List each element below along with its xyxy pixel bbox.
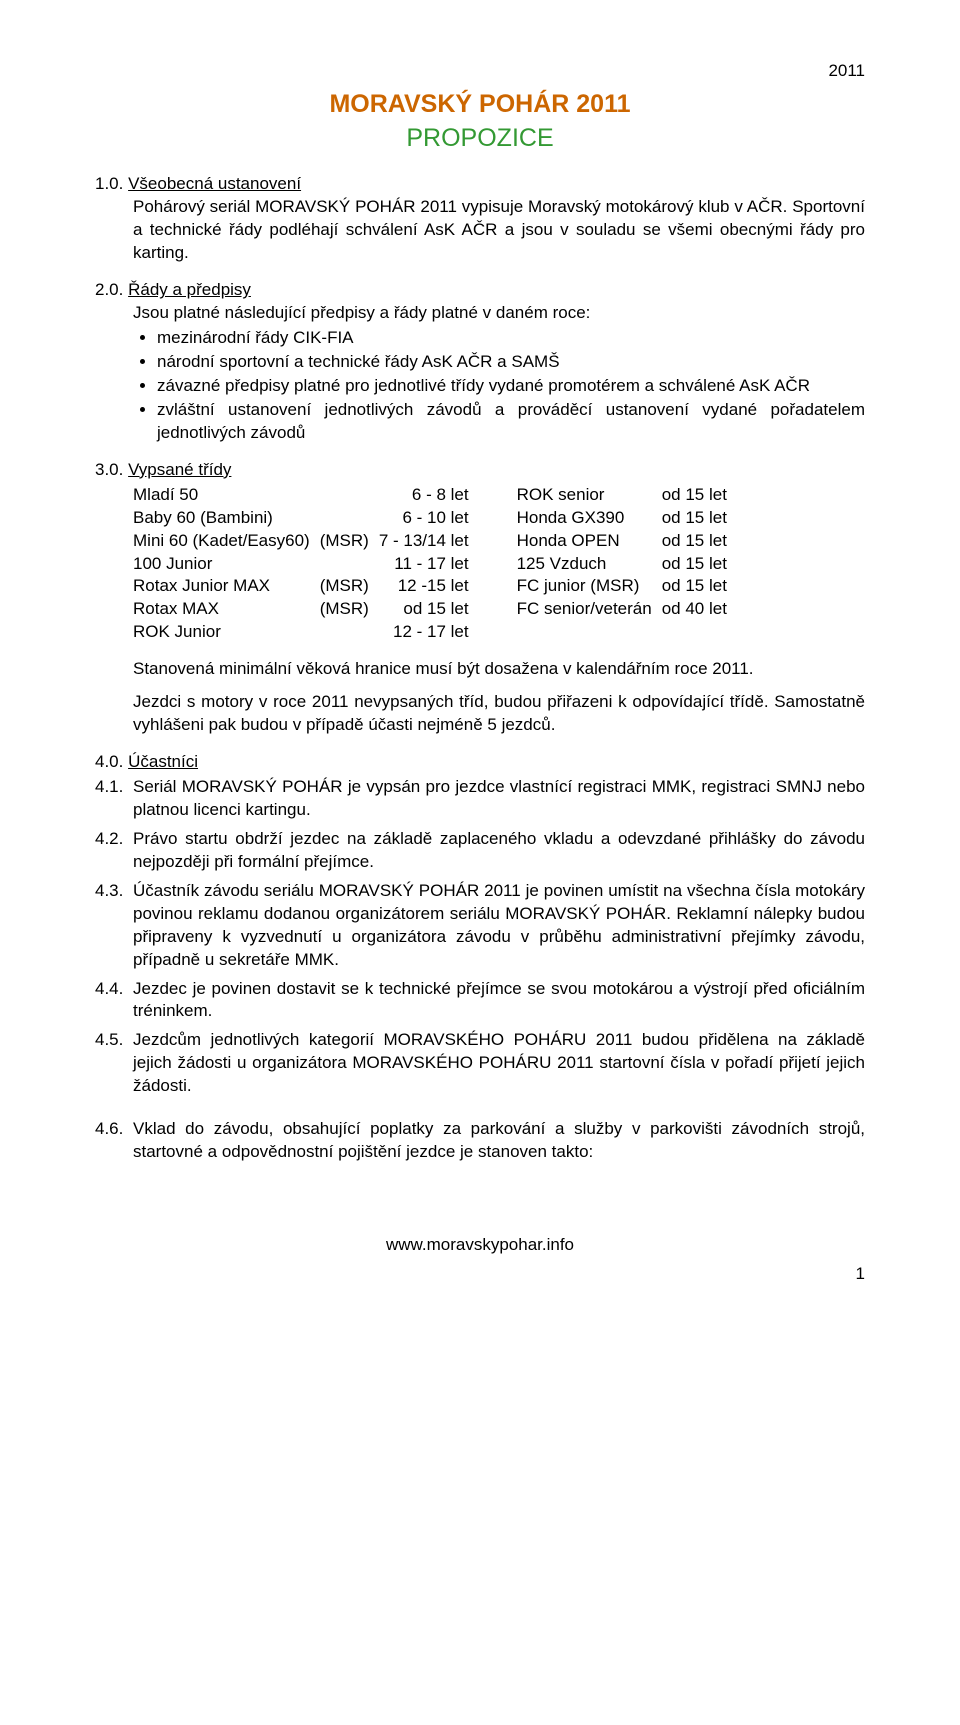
class-tag: [320, 621, 379, 644]
class-tag: [320, 484, 379, 507]
class-name-right: 125 Vzduch: [497, 553, 662, 576]
item-number: 4.3.: [95, 880, 133, 972]
item-text: Jezdcům jednotlivých kategorií MORAVSKÉH…: [133, 1029, 865, 1098]
document-subtitle: PROPOZICE: [95, 122, 865, 156]
class-name-left: 100 Junior: [133, 553, 320, 576]
item-number: 4.1.: [95, 776, 133, 822]
class-name-left: ROK Junior: [133, 621, 320, 644]
class-name-left: Mini 60 (Kadet/Easy60): [133, 530, 320, 553]
section-1-body: Pohárový seriál MORAVSKÝ POHÁR 2011 vypi…: [133, 196, 865, 265]
section-3-para-b: Jezdci s motory v roce 2011 nevypsaných …: [133, 691, 865, 737]
class-age-left: 11 - 17 let: [379, 553, 497, 576]
section-2-bullet: národní sportovní a technické řády AsK A…: [157, 351, 865, 374]
class-name-right: Honda GX390: [497, 507, 662, 530]
class-name-left: Rotax MAX: [133, 598, 320, 621]
class-age-right: od 15 let: [662, 507, 737, 530]
class-age-right: od 15 let: [662, 575, 737, 598]
numbered-item: 4.5.Jezdcům jednotlivých kategorií MORAV…: [95, 1029, 865, 1098]
class-name-left: Baby 60 (Bambini): [133, 507, 320, 530]
class-name-right: Honda OPEN: [497, 530, 662, 553]
document-title: MORAVSKÝ POHÁR 2011: [95, 88, 865, 122]
item-number: 4.4.: [95, 978, 133, 1024]
class-age-left: 6 - 10 let: [379, 507, 497, 530]
section-2-bullet: zvláštní ustanovení jednotlivých závodů …: [157, 399, 865, 445]
class-name-left: Mladí 50: [133, 484, 320, 507]
table-row: Rotax Junior MAX(MSR)12 -15 letFC junior…: [133, 575, 737, 598]
section-3-label: Vypsané třídy: [128, 460, 231, 479]
numbered-item: 4.2.Právo startu obdrží jezdec na základ…: [95, 828, 865, 874]
class-tag: (MSR): [320, 530, 379, 553]
class-age-right: od 15 let: [662, 553, 737, 576]
item-text: Vklad do závodu, obsahující poplatky za …: [133, 1118, 865, 1164]
class-age-left: od 15 let: [379, 598, 497, 621]
item-number: 4.5.: [95, 1029, 133, 1098]
section-2-label: Řády a předpisy: [128, 280, 251, 299]
item-number: 4.6.: [95, 1118, 133, 1164]
section-2-bullet: závazné předpisy platné pro jednotlivé t…: [157, 375, 865, 398]
item-text: Jezdec je povinen dostavit se k technick…: [133, 978, 865, 1024]
section-2-number: 2.0.: [95, 280, 128, 299]
table-row: Baby 60 (Bambini) 6 - 10 letHonda GX390od…: [133, 507, 737, 530]
section-4-items: 4.1.Seriál MORAVSKÝ POHÁR je vypsán pro …: [95, 776, 865, 1164]
section-2-bullet-list: mezinárodní řády CIK-FIAnárodní sportovn…: [133, 327, 865, 445]
table-row: Mladí 50 6 - 8 letROK seniorod 15 let: [133, 484, 737, 507]
class-age-right: od 40 let: [662, 598, 737, 621]
class-age-right: [662, 621, 737, 644]
year-corner: 2011: [95, 60, 865, 83]
item-text: Seriál MORAVSKÝ POHÁR je vypsán pro jezd…: [133, 776, 865, 822]
class-name-right: ROK senior: [497, 484, 662, 507]
numbered-item: 4.6.Vklad do závodu, obsahující poplatky…: [95, 1118, 865, 1164]
class-age-right: od 15 let: [662, 484, 737, 507]
class-age-left: 12 - 17 let: [379, 621, 497, 644]
class-age-left: 6 - 8 let: [379, 484, 497, 507]
section-2-heading: 2.0. Řády a předpisy: [95, 279, 865, 302]
section-1-label: Všeobecná ustanovení: [128, 174, 301, 193]
section-4-heading: 4.0. Účastníci: [95, 751, 865, 774]
section-4-number: 4.0.: [95, 752, 128, 771]
class-tag: [320, 507, 379, 530]
section-4-label: Účastníci: [128, 752, 198, 771]
item-text: Účastník závodu seriálu MORAVSKÝ POHÁR 2…: [133, 880, 865, 972]
table-row: 100 Junior 11 - 17 let125 Vzduchod 15 let: [133, 553, 737, 576]
class-name-right: FC senior/veterán: [497, 598, 662, 621]
class-name-left: Rotax Junior MAX: [133, 575, 320, 598]
table-row: ROK Junior 12 - 17 let: [133, 621, 737, 644]
section-2-bullet: mezinárodní řády CIK-FIA: [157, 327, 865, 350]
section-3-heading: 3.0. Vypsané třídy: [95, 459, 865, 482]
class-tag: [320, 553, 379, 576]
item-number: 4.2.: [95, 828, 133, 874]
section-3-para-a: Stanovená minimální věková hranice musí …: [133, 658, 865, 681]
numbered-item: 4.4.Jezdec je povinen dostavit se k tech…: [95, 978, 865, 1024]
class-age-left: 12 -15 let: [379, 575, 497, 598]
section-1-number: 1.0.: [95, 174, 128, 193]
section-3-number: 3.0.: [95, 460, 128, 479]
classes-table: Mladí 506 - 8 letROK seniorod 15 letBaby…: [133, 484, 737, 645]
class-age-left: 7 - 13/14 let: [379, 530, 497, 553]
numbered-item: 4.3.Účastník závodu seriálu MORAVSKÝ POH…: [95, 880, 865, 972]
section-1-heading: 1.0. Všeobecná ustanovení: [95, 173, 865, 196]
class-tag: (MSR): [320, 598, 379, 621]
footer-url: www.moravskypohar.info: [95, 1234, 865, 1257]
class-name-right: FC junior (MSR): [497, 575, 662, 598]
class-age-right: od 15 let: [662, 530, 737, 553]
class-tag: (MSR): [320, 575, 379, 598]
table-row: Mini 60 (Kadet/Easy60)(MSR)7 - 13/14 let…: [133, 530, 737, 553]
numbered-item: 4.1.Seriál MORAVSKÝ POHÁR je vypsán pro …: [95, 776, 865, 822]
class-name-right: [497, 621, 662, 644]
table-row: Rotax MAX(MSR)od 15 letFC senior/veterán…: [133, 598, 737, 621]
item-text: Právo startu obdrží jezdec na základě za…: [133, 828, 865, 874]
section-2-intro: Jsou platné následující předpisy a řády …: [133, 302, 865, 325]
page-number: 1: [95, 1263, 865, 1286]
